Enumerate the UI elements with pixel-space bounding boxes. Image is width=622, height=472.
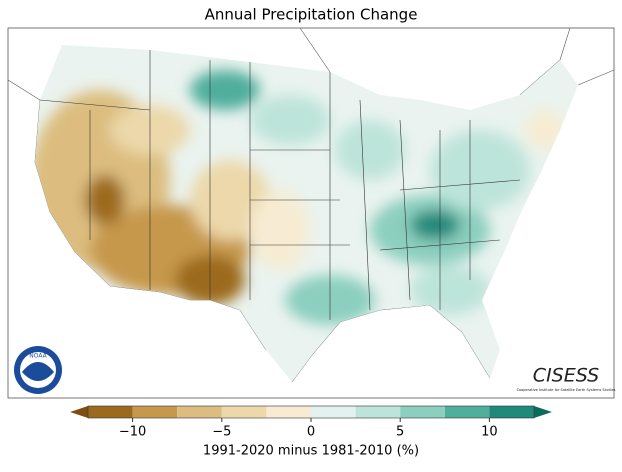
colorbar-bin [88,406,133,418]
x-tick-label: 10 [481,425,498,440]
x-tick-label: 5 [396,425,404,440]
colorbar-label: 1991-2020 minus 1981-2010 (%) [203,444,419,459]
colorbar-extend-low [70,406,88,418]
colorbar-extend-high [534,406,552,418]
colorbar-bin [221,406,267,418]
colorbar-bin [132,406,178,418]
noaa-text: NOAA [29,353,47,360]
colorbar-bin [177,406,222,418]
precip-map [35,45,578,382]
x-tick-label: −5 [212,425,231,440]
x-tick-label: 0 [307,425,315,440]
cisess-logo: CISESS [533,365,599,387]
map-title: Annual Precipitation Change [205,6,418,24]
colorbar-bin [355,406,401,418]
colorbar-bin [266,406,311,418]
colorbar-bin [444,406,490,418]
cisess-subtitle: Cooperative Institute for Satellite Eart… [517,388,616,392]
colorbar-bin [400,406,445,418]
x-tick-label: −10 [119,425,146,440]
colorbar-bin [311,406,356,418]
noaa-logo: NOAA [14,346,62,394]
colorbar-bin [489,406,534,418]
colorbar: −10 −5 0 5 10 [70,405,552,440]
